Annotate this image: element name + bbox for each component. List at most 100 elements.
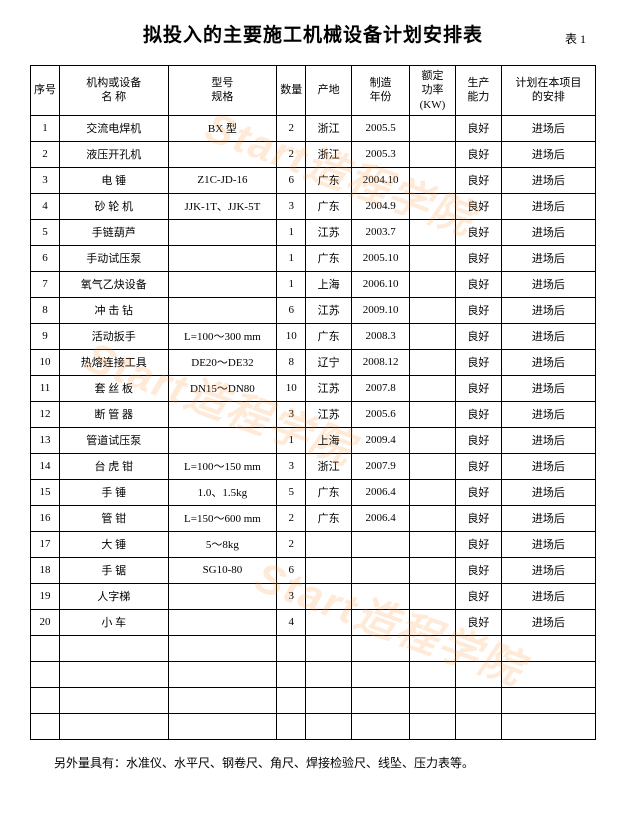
table-cell	[455, 661, 501, 687]
table-cell	[501, 713, 595, 739]
table-cell: 良好	[455, 115, 501, 141]
table-cell: 浙江	[306, 453, 352, 479]
table-cell	[306, 635, 352, 661]
table-cell: 氧气乙炔设备	[59, 271, 168, 297]
table-cell: 良好	[455, 479, 501, 505]
table-cell: 江苏	[306, 401, 352, 427]
table-row: 19人字梯3良好进场后	[31, 583, 596, 609]
table-cell	[455, 713, 501, 739]
table-cell: 热熔连接工具	[59, 349, 168, 375]
table-cell: 良好	[455, 531, 501, 557]
table-cell: 广东	[306, 505, 352, 531]
table-cell: 2009.10	[352, 297, 410, 323]
table-row: 14台 虎 钳L=100～150 mm3浙江2007.9良好进场后	[31, 453, 596, 479]
table-cell: 6	[31, 245, 60, 271]
table-cell: 良好	[455, 375, 501, 401]
table-cell: 8	[277, 349, 306, 375]
table-cell: 活动扳手	[59, 323, 168, 349]
table-cell: 浙江	[306, 141, 352, 167]
table-cell	[410, 141, 456, 167]
table-cell: 2	[277, 505, 306, 531]
table-cell	[59, 661, 168, 687]
table-cell: JJK-1T、JJK-5T	[168, 193, 277, 219]
table-cell	[168, 297, 277, 323]
table-cell	[410, 427, 456, 453]
table-cell: L=100～300 mm	[168, 323, 277, 349]
table-cell: 电 锤	[59, 167, 168, 193]
table-cell	[410, 193, 456, 219]
table-cell: 江苏	[306, 297, 352, 323]
table-cell	[410, 375, 456, 401]
table-cell	[410, 297, 456, 323]
table-cell	[306, 557, 352, 583]
table-cell: 进场后	[501, 245, 595, 271]
table-cell: BX 型	[168, 115, 277, 141]
table-cell: DE20～DE32	[168, 349, 277, 375]
table-cell	[168, 141, 277, 167]
table-cell: 进场后	[501, 375, 595, 401]
table-cell: 良好	[455, 167, 501, 193]
table-cell: 8	[31, 297, 60, 323]
table-cell	[31, 713, 60, 739]
table-cell: 管道试压泵	[59, 427, 168, 453]
table-cell: 良好	[455, 453, 501, 479]
table-cell: DN15～DN80	[168, 375, 277, 401]
table-cell: 1	[31, 115, 60, 141]
table-cell	[168, 635, 277, 661]
table-cell: 进场后	[501, 349, 595, 375]
table-cell: L=100～150 mm	[168, 453, 277, 479]
table-cell: 11	[31, 375, 60, 401]
table-cell: 广东	[306, 167, 352, 193]
table-header-cell: 产地	[306, 66, 352, 116]
table-cell: 进场后	[501, 167, 595, 193]
table-header-cell: 计划在本项目的安排	[501, 66, 595, 116]
table-cell	[352, 583, 410, 609]
table-cell: 6	[277, 557, 306, 583]
table-cell	[306, 531, 352, 557]
table-cell: 良好	[455, 219, 501, 245]
table-cell: 13	[31, 427, 60, 453]
table-cell: 进场后	[501, 323, 595, 349]
table-cell: 广东	[306, 323, 352, 349]
table-cell: 3	[277, 401, 306, 427]
table-row: 16管 钳L=150～600 mm2广东2006.4良好进场后	[31, 505, 596, 531]
table-cell: 台 虎 钳	[59, 453, 168, 479]
table-cell	[352, 557, 410, 583]
table-header-cell: 制造年份	[352, 66, 410, 116]
table-row	[31, 713, 596, 739]
table-cell: 交流电焊机	[59, 115, 168, 141]
table-cell	[352, 635, 410, 661]
table-cell	[410, 115, 456, 141]
table-cell: 良好	[455, 245, 501, 271]
table-cell: 手 锤	[59, 479, 168, 505]
table-cell	[410, 505, 456, 531]
table-cell: 1.0、1.5kg	[168, 479, 277, 505]
table-cell: 良好	[455, 141, 501, 167]
table-cell	[352, 687, 410, 713]
table-row: 13管道试压泵1上海2009.4良好进场后	[31, 427, 596, 453]
table-cell: 14	[31, 453, 60, 479]
table-cell: 2004.9	[352, 193, 410, 219]
table-cell: 2005.10	[352, 245, 410, 271]
table-cell	[168, 219, 277, 245]
table-cell: 进场后	[501, 141, 595, 167]
table-cell: 2008.12	[352, 349, 410, 375]
table-cell	[168, 609, 277, 635]
table-cell: 小 车	[59, 609, 168, 635]
table-cell: 江苏	[306, 219, 352, 245]
table-cell: 套 丝 板	[59, 375, 168, 401]
table-row: 8冲 击 钻6江苏2009.10良好进场后	[31, 297, 596, 323]
table-header-cell: 型号规格	[168, 66, 277, 116]
table-cell	[168, 245, 277, 271]
table-cell: 15	[31, 479, 60, 505]
table-header-cell: 序号	[31, 66, 60, 116]
table-row	[31, 635, 596, 661]
table-cell: 进场后	[501, 531, 595, 557]
table-row: 18手 锯SG10-806良好进场后	[31, 557, 596, 583]
table-cell: 10	[277, 323, 306, 349]
table-cell: 江苏	[306, 375, 352, 401]
table-cell: 3	[31, 167, 60, 193]
table-cell: 2006.4	[352, 479, 410, 505]
table-cell: 良好	[455, 557, 501, 583]
table-cell	[31, 661, 60, 687]
